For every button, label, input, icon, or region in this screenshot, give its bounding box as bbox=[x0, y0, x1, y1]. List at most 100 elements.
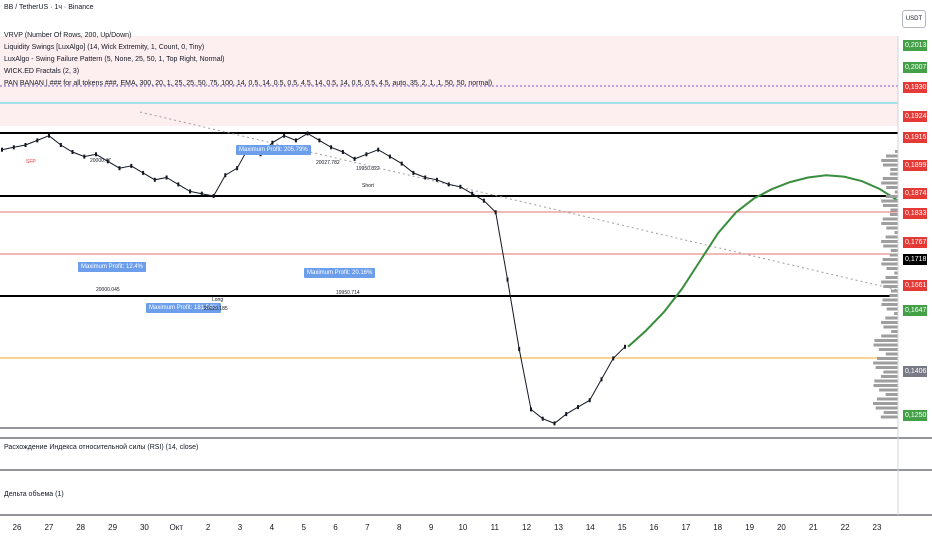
volume-bar bbox=[875, 366, 898, 369]
annotation-long: Long bbox=[212, 297, 224, 303]
volume-bar bbox=[883, 325, 898, 329]
price-label: 0,2013 bbox=[903, 40, 927, 51]
volume-bar bbox=[873, 361, 898, 365]
price-label: 0,1915 bbox=[903, 132, 927, 143]
price-candle bbox=[506, 277, 509, 282]
price-candle bbox=[271, 140, 274, 145]
volume-bar bbox=[875, 406, 898, 410]
indicator-pan-banan[interactable]: PAN BANAN | ### for all tokens ###, EMA,… bbox=[4, 80, 493, 87]
price-candle bbox=[142, 170, 145, 175]
indicator-swing-failure[interactable]: LuxAlgo - Swing Failure Pattern (5, None… bbox=[4, 56, 225, 63]
volume-bar bbox=[883, 411, 898, 414]
price-candle bbox=[353, 156, 356, 161]
resistance-band bbox=[0, 36, 898, 126]
x-tick-label: 26 bbox=[12, 523, 22, 532]
volume-bar bbox=[881, 321, 898, 324]
price-candle bbox=[459, 184, 462, 189]
volume-profile bbox=[873, 150, 898, 419]
volume-bar bbox=[885, 195, 898, 198]
indicator-fractals[interactable]: WICK.ED Fractals (2, 3) bbox=[4, 68, 80, 75]
volume-bar bbox=[883, 370, 898, 374]
volume-bar bbox=[890, 168, 898, 171]
price-label: 0,1718 bbox=[903, 254, 927, 265]
price-candle bbox=[118, 166, 121, 171]
x-tick-label: 10 bbox=[458, 523, 468, 532]
price-label: 0,1250 bbox=[903, 410, 927, 421]
x-tick-label: 27 bbox=[44, 523, 54, 532]
price-candle bbox=[236, 166, 239, 171]
volume-bar bbox=[889, 294, 898, 297]
volume-bar bbox=[894, 190, 898, 194]
volume-bar bbox=[881, 334, 898, 338]
price-candle bbox=[341, 150, 344, 154]
x-tick-label: 23 bbox=[872, 523, 882, 532]
volume-bar bbox=[885, 316, 898, 320]
annotation-sfp: SFP bbox=[26, 159, 36, 165]
price-candle bbox=[177, 182, 180, 187]
price-candle bbox=[318, 138, 321, 143]
price-label: 0,1406 bbox=[903, 366, 927, 377]
price-candle bbox=[612, 356, 615, 361]
price-candle bbox=[1, 147, 3, 152]
subpane-delta-title[interactable]: Дельта объема (1) bbox=[4, 491, 64, 498]
volume-bar bbox=[891, 330, 898, 333]
x-tick-label: 5 bbox=[301, 523, 306, 532]
volume-bar bbox=[882, 258, 898, 261]
price-candle bbox=[153, 177, 156, 182]
volume-bar bbox=[874, 339, 898, 342]
x-tick-label: 7 bbox=[365, 523, 370, 532]
x-tick-label: 18 bbox=[713, 523, 723, 532]
x-tick-label: 9 bbox=[428, 523, 434, 532]
volume-bar bbox=[886, 267, 898, 270]
x-tick-label: 20 bbox=[776, 523, 786, 532]
price-candle bbox=[24, 143, 27, 147]
projection-line bbox=[627, 174, 899, 348]
annotation-level-5: 20029.185 bbox=[204, 306, 228, 312]
price-candle bbox=[482, 198, 485, 203]
price-label: 0,1924 bbox=[903, 111, 927, 122]
volume-bar bbox=[881, 240, 898, 243]
volume-bar bbox=[873, 402, 898, 405]
volume-bar bbox=[891, 289, 898, 293]
indicator-liquidity-swings[interactable]: Liquidity Swings [LuxAlgo] (14, Wick Ext… bbox=[4, 44, 205, 51]
trendline bbox=[139, 111, 899, 291]
x-tick-label: 22 bbox=[840, 523, 850, 532]
volume-bar bbox=[874, 379, 898, 383]
price-candle bbox=[189, 189, 192, 194]
volume-bar bbox=[881, 159, 898, 162]
volume-bar bbox=[881, 375, 898, 378]
volume-bar bbox=[890, 208, 898, 212]
volume-bar bbox=[881, 222, 898, 225]
annotation-level-6: 19950.714 bbox=[336, 290, 360, 296]
price-candle bbox=[106, 159, 109, 164]
x-tick-label: 6 bbox=[333, 523, 338, 532]
price-candle bbox=[330, 145, 333, 150]
indicator-vrvp[interactable]: VRVP (Number Of Rows, 200, Up/Down) bbox=[4, 32, 132, 39]
volume-bar bbox=[885, 352, 898, 356]
currency-button[interactable]: USDT bbox=[902, 10, 926, 28]
annotation-short: Short bbox=[362, 183, 374, 189]
price-candle bbox=[165, 175, 168, 180]
volume-bar bbox=[881, 181, 898, 185]
price-label: 0,1930 bbox=[903, 82, 927, 93]
volume-bar bbox=[876, 397, 898, 401]
volume-bar bbox=[894, 312, 898, 315]
x-tick-label: 17 bbox=[681, 523, 691, 532]
x-tick-label: 13 bbox=[554, 523, 563, 532]
subpane-rsi-title[interactable]: Расхождение Индекса относительной силы (… bbox=[4, 444, 199, 451]
price-candle bbox=[400, 161, 403, 166]
price-label: 0,1874 bbox=[903, 188, 927, 199]
volume-bar bbox=[886, 307, 898, 311]
volume-bar bbox=[878, 348, 898, 351]
x-tick-label: 15 bbox=[617, 523, 627, 532]
volume-bar bbox=[882, 298, 898, 302]
price-candle bbox=[424, 175, 427, 180]
price-label: 0,1767 bbox=[903, 237, 927, 248]
price-candle bbox=[130, 163, 133, 168]
price-candle bbox=[541, 416, 544, 421]
volume-bar bbox=[882, 177, 898, 180]
background-bands bbox=[0, 36, 898, 126]
volume-bar bbox=[883, 244, 898, 248]
volume-bar bbox=[890, 172, 898, 176]
